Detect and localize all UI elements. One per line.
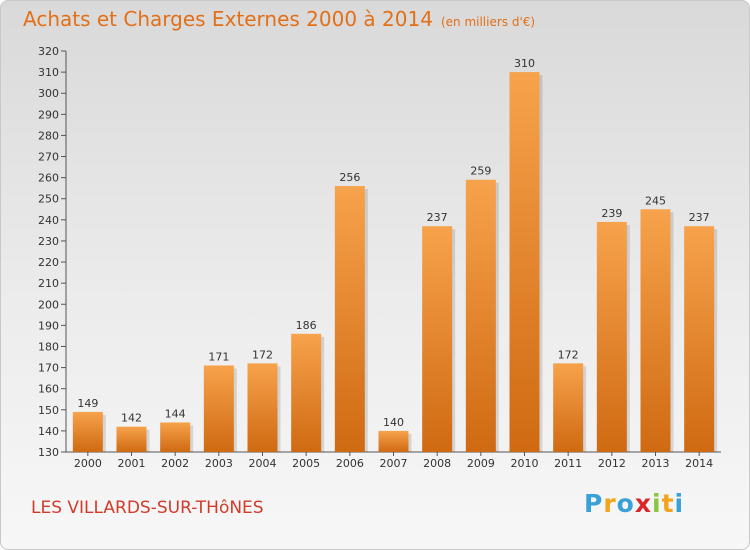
- x-tick-label: 2004: [249, 457, 277, 470]
- bar-2002: [160, 422, 191, 452]
- logo-letter: i: [674, 489, 685, 518]
- value-label-2001: 142: [121, 412, 142, 425]
- y-tick-label: 230: [38, 235, 59, 248]
- value-label-2005: 186: [296, 319, 317, 332]
- bar-2013: [640, 209, 671, 452]
- y-tick-label: 220: [38, 256, 59, 269]
- value-label-2011: 172: [558, 348, 579, 361]
- y-tick-label: 140: [38, 425, 59, 438]
- y-tick-label: 290: [38, 108, 59, 121]
- bar-2001: [116, 426, 147, 452]
- y-tick-label: 130: [38, 446, 59, 459]
- y-tick-label: 150: [38, 404, 59, 417]
- chart-title: Achats et Charges Externes 2000 à 2014 (e…: [23, 7, 536, 31]
- bar-2000: [72, 411, 103, 452]
- bar-2008: [422, 226, 453, 452]
- chart-unit: (en milliers d'€): [440, 15, 536, 29]
- x-tick-label: 2008: [423, 457, 451, 470]
- x-tick-label: 2014: [685, 457, 713, 470]
- logo-letter: t: [661, 489, 675, 518]
- y-tick-label: 270: [38, 151, 59, 164]
- y-tick-label: 210: [38, 277, 59, 290]
- value-label-2010: 310: [514, 57, 535, 70]
- x-tick-label: 2010: [511, 457, 539, 470]
- x-tick-label: 2002: [161, 457, 189, 470]
- x-tick-label: 2013: [642, 457, 670, 470]
- value-label-2008: 237: [427, 211, 448, 224]
- logo-letter: i: [652, 489, 662, 518]
- x-tick-label: 2001: [118, 457, 146, 470]
- x-tick-label: 2003: [205, 457, 233, 470]
- value-label-2014: 237: [689, 211, 710, 224]
- x-axis: 2000 2001 2002 2003 2004 2005 2006 2007 2008 2009…: [66, 451, 721, 470]
- y-tick-label: 260: [38, 172, 59, 185]
- bar-2005: [291, 333, 322, 452]
- value-label-2004: 172: [252, 348, 273, 361]
- value-label-2009: 259: [470, 165, 491, 178]
- logo-letter: r: [603, 489, 617, 518]
- y-axis: 130 140 150 160 170 180 190 200 210 220 230 240 250 2…: [38, 45, 67, 459]
- x-tick-label: 2006: [336, 457, 364, 470]
- y-tick-label: 200: [38, 298, 59, 311]
- y-tick-label: 300: [38, 87, 59, 100]
- bar-2004: [247, 363, 278, 452]
- bar-2010: [509, 72, 540, 453]
- bar-2006: [334, 186, 365, 453]
- y-tick-label: 170: [38, 362, 59, 375]
- bar-2011: [553, 363, 584, 452]
- x-tick-label: 2009: [467, 457, 495, 470]
- logo-letter: x: [634, 489, 652, 518]
- y-tick-label: 240: [38, 214, 59, 227]
- x-tick-label: 2000: [74, 457, 102, 470]
- proxiti-logo: Proxiti: [584, 489, 684, 518]
- bars: [72, 72, 718, 453]
- data-labels: 149 142 144 171 172 186 256 140 237 259 310 172 239 2…: [77, 57, 709, 429]
- bar-2003: [203, 365, 234, 452]
- value-label-2003: 171: [208, 350, 229, 363]
- value-label-2012: 239: [601, 207, 622, 220]
- y-tick-label: 180: [38, 340, 59, 353]
- y-tick-label: 310: [38, 66, 59, 79]
- bar-2012: [596, 221, 627, 452]
- y-tick-label: 320: [38, 45, 59, 58]
- value-label-2000: 149: [77, 397, 98, 410]
- value-label-2013: 245: [645, 194, 666, 207]
- x-tick-label: 2012: [598, 457, 626, 470]
- value-label-2007: 140: [383, 416, 404, 429]
- x-tick-label: 2011: [554, 457, 582, 470]
- y-tick-label: 250: [38, 193, 59, 206]
- value-label-2006: 256: [339, 171, 360, 184]
- logo-letter: o: [616, 489, 635, 518]
- y-tick-label: 280: [38, 129, 59, 142]
- x-tick-label: 2007: [380, 457, 408, 470]
- bar-2009: [465, 179, 496, 452]
- value-label-2002: 144: [165, 407, 186, 420]
- bar-2014: [684, 226, 715, 452]
- bar-2007: [378, 430, 409, 452]
- town-name: LES VILLARDS-SUR-THôNES: [31, 498, 264, 518]
- logo-letter: P: [584, 489, 604, 518]
- x-tick-label: 2005: [292, 457, 320, 470]
- y-tick-label: 160: [38, 383, 59, 396]
- y-tick-label: 190: [38, 319, 59, 332]
